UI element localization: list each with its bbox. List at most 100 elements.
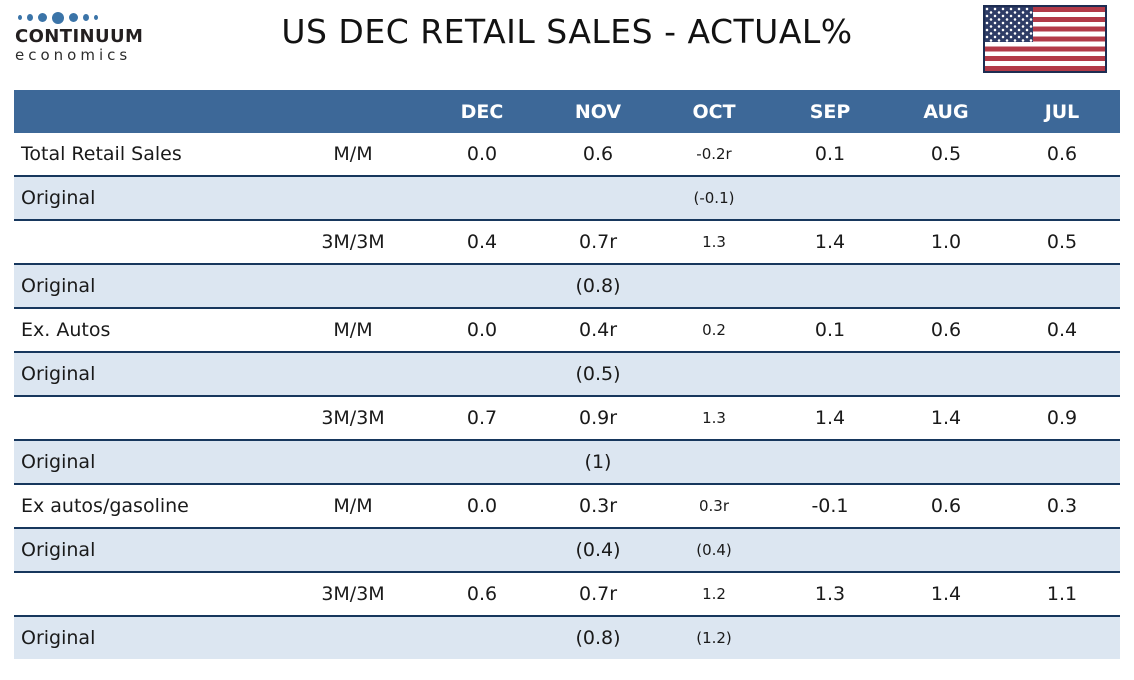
value-cell-sep (772, 264, 888, 308)
value-cell-nov: 0.4r (578, 319, 618, 341)
value-cell-aug: 1.0 (930, 231, 962, 253)
value-cell-aug: 0.6 (930, 319, 962, 341)
value-cell-sep (772, 440, 888, 484)
value-cell-jul: 0.3 (1046, 495, 1078, 517)
value-cell-jul: 0.9 (1046, 407, 1078, 429)
row-label-cell: Original (21, 627, 96, 649)
continuum-logo-dots-icon (18, 11, 143, 24)
value-cell-oct: -0.2r (696, 145, 732, 163)
value-cell-nov: 0.9r (578, 407, 618, 429)
value-cell-aug (888, 264, 1004, 308)
value-cell-sep (772, 176, 888, 220)
table-row: Original (-0.1) (14, 176, 1120, 220)
value-cell-dec (424, 616, 540, 659)
value-cell-dec: 0.4 (466, 231, 498, 253)
row-measure-cell (282, 440, 424, 484)
table-row: 3M/3M 0.4 0.7r 1.3 1.4 1.0 0.5 (14, 220, 1120, 264)
row-measure-cell (282, 176, 424, 220)
value-cell-nov: (0.4) (575, 539, 621, 561)
row-label-cell: Original (21, 539, 96, 561)
table-row: Original (1) (14, 440, 1120, 484)
value-cell-dec: 0.6 (466, 583, 498, 605)
value-cell-oct (656, 264, 772, 308)
column-header-oct: OCT (656, 90, 772, 133)
page-header: CONTINUUM economics US DEC RETAIL SALES … (0, 0, 1134, 90)
value-cell-aug (888, 616, 1004, 659)
value-cell-aug (888, 352, 1004, 396)
value-cell-aug (888, 440, 1004, 484)
row-label-cell (14, 572, 282, 616)
row-measure-cell: 3M/3M (321, 407, 385, 429)
value-cell-dec (424, 440, 540, 484)
table-row: Original (0.8) (14, 264, 1120, 308)
row-label-cell: Ex. Autos (21, 319, 111, 341)
value-cell-jul: 0.5 (1046, 231, 1078, 253)
value-cell-aug: 0.5 (930, 143, 962, 165)
value-cell-sep (772, 528, 888, 572)
value-cell-jul (1004, 176, 1120, 220)
logo-tagline-text: economics (15, 46, 132, 64)
column-header-blank (14, 90, 282, 133)
row-label-cell: Original (21, 275, 96, 297)
table-row: Original (0.5) (14, 352, 1120, 396)
column-header-dec: DEC (424, 90, 540, 133)
value-cell-jul (1004, 352, 1120, 396)
column-header-aug: AUG (888, 90, 1004, 133)
value-cell-dec (424, 528, 540, 572)
row-measure-cell (282, 352, 424, 396)
value-cell-dec: 0.7 (466, 407, 498, 429)
value-cell-nov: 0.7r (578, 231, 618, 253)
value-cell-nov: (0.8) (575, 275, 621, 297)
value-cell-sep: -0.1 (811, 495, 849, 517)
value-cell-oct (656, 352, 772, 396)
value-cell-aug (888, 176, 1004, 220)
table-body: Total Retail Sales M/M 0.0 0.6 -0.2r 0.1 0.5 0.… (14, 133, 1120, 659)
value-cell-dec: 0.0 (466, 319, 498, 341)
value-cell-oct: (1.2) (696, 629, 732, 647)
table-row: Ex autos/gasoline M/M 0.0 0.3r 0.3r -0.1 0.6 0.… (14, 484, 1120, 528)
value-cell-aug: 1.4 (930, 407, 962, 429)
row-measure-cell: M/M (333, 143, 373, 165)
value-cell-oct (656, 440, 772, 484)
value-cell-jul: 0.4 (1046, 319, 1078, 341)
value-cell-sep: 0.1 (814, 319, 846, 341)
logo-name-text: CONTINUUM (15, 26, 144, 47)
value-cell-aug (888, 528, 1004, 572)
value-cell-sep (772, 616, 888, 659)
row-label-cell: Original (21, 363, 96, 385)
value-cell-dec (424, 176, 540, 220)
value-cell-oct: 0.2 (702, 321, 726, 339)
value-cell-sep: 0.1 (814, 143, 846, 165)
row-measure-cell: M/M (333, 319, 373, 341)
value-cell-sep: 1.4 (814, 407, 846, 429)
column-header-nov: NOV (540, 90, 656, 133)
value-cell-dec: 0.0 (466, 143, 498, 165)
row-measure-cell (282, 264, 424, 308)
us-flag-icon (983, 5, 1107, 73)
value-cell-nov: (1) (584, 451, 612, 473)
value-cell-sep: 1.4 (814, 231, 846, 253)
row-measure-cell: 3M/3M (321, 583, 385, 605)
table-row: Original (0.8) (1.2) (14, 616, 1120, 659)
table-row: Original (0.4) (0.4) (14, 528, 1120, 572)
row-measure-cell (282, 616, 424, 659)
row-measure-cell: M/M (333, 495, 373, 517)
value-cell-oct: 1.2 (702, 585, 726, 603)
value-cell-nov: 0.7r (578, 583, 618, 605)
value-cell-oct: (-0.1) (693, 189, 735, 207)
value-cell-oct: 1.3 (702, 233, 726, 251)
table-row: 3M/3M 0.7 0.9r 1.3 1.4 1.4 0.9 (14, 396, 1120, 440)
row-label-cell (14, 396, 282, 440)
value-cell-oct: 1.3 (702, 409, 726, 427)
table-row: Total Retail Sales M/M 0.0 0.6 -0.2r 0.1 0.5 0.… (14, 133, 1120, 176)
value-cell-jul (1004, 264, 1120, 308)
value-cell-dec: 0.0 (466, 495, 498, 517)
value-cell-jul (1004, 616, 1120, 659)
value-cell-nov: 0.3r (578, 495, 618, 517)
value-cell-jul (1004, 440, 1120, 484)
column-header-blank (282, 90, 424, 133)
retail-sales-table: DEC NOV OCT SEP AUG JUL Total Retail Sales M/M… (14, 90, 1120, 659)
value-cell-nov: 0.6 (582, 143, 614, 165)
row-label-cell: Total Retail Sales (21, 143, 182, 165)
value-cell-nov (540, 176, 656, 220)
